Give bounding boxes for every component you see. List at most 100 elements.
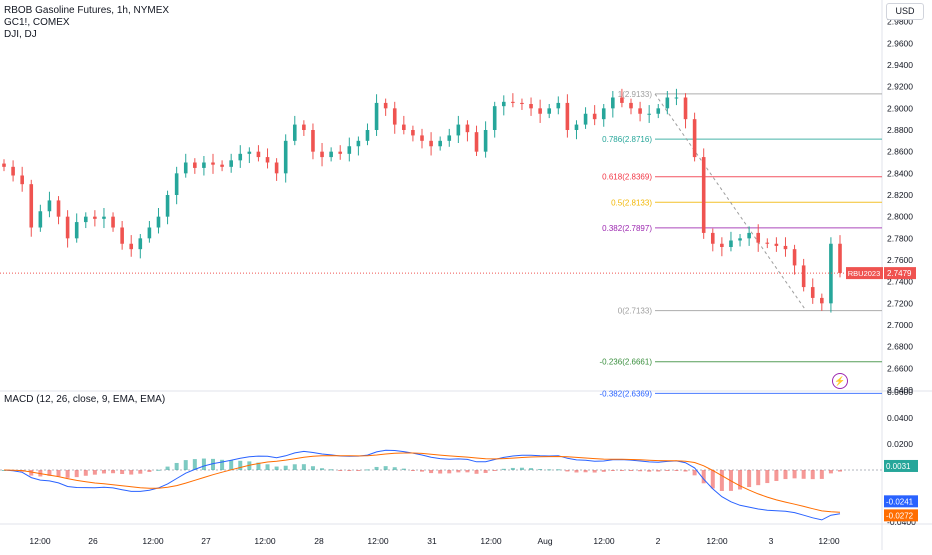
macd-tick-label: 0.0200: [887, 439, 913, 449]
macd-histogram-bar: [174, 462, 179, 470]
macd-histogram-bar: [828, 470, 833, 474]
candle-body: [656, 108, 661, 114]
macd-histogram-bar: [519, 467, 524, 470]
candle-body: [120, 227, 124, 244]
fib-level-label: 0(2.7133): [618, 307, 653, 316]
candle-body: [338, 151, 343, 154]
fib-trend-line: [654, 93, 807, 311]
price-tick-label: 2.9000: [887, 103, 913, 113]
time-tick-label: 2: [656, 536, 661, 546]
macd-histogram-bar: [301, 464, 306, 470]
price-tick-label: 2.7000: [887, 320, 913, 330]
macd-histogram-bar: [347, 470, 352, 471]
macd-histogram-bar: [629, 470, 633, 471]
candle-body: [492, 106, 497, 130]
candle-body: [520, 102, 524, 104]
currency-button[interactable]: USD: [886, 3, 924, 20]
macd-histogram-bar: [356, 470, 361, 471]
candle-body: [638, 108, 642, 114]
macd-histogram-bar: [656, 470, 661, 472]
macd-histogram-bar: [401, 468, 406, 470]
price-tick-label: 2.7400: [887, 277, 913, 287]
candle-body: [647, 113, 651, 115]
candle-body: [174, 173, 179, 195]
macd-histogram-bar: [583, 470, 588, 473]
candle-body: [283, 140, 288, 174]
candle-body: [329, 151, 333, 158]
candle-body: [792, 249, 797, 266]
candle-body: [501, 101, 506, 107]
signal-line: [3, 452, 841, 513]
time-tick-label: 3: [769, 536, 774, 546]
symbol-legend[interactable]: RBOB Gasoline Futures, 1h, NYMEX: [4, 5, 170, 16]
price-tick-label: 2.9400: [887, 60, 913, 70]
macd-histogram-bar: [556, 469, 561, 471]
macd-histogram-bar: [465, 470, 470, 473]
macd-histogram-bar: [819, 470, 824, 479]
candle-body: [810, 287, 815, 298]
time-tick-label: 27: [201, 536, 211, 546]
price-tick-label: 2.8800: [887, 125, 913, 135]
candle-body: [229, 160, 233, 167]
macd-histogram-bar: [601, 470, 606, 472]
macd-tick-label: -0.0400: [887, 517, 916, 527]
compare-legend-gold[interactable]: GC1!, COMEX: [4, 17, 70, 28]
time-tick-label: 12:00: [367, 536, 389, 546]
candle-body: [292, 124, 297, 141]
candle-body: [11, 166, 15, 176]
macd-histogram-bar: [510, 467, 515, 470]
candle-body: [783, 245, 788, 250]
macd-histogram-bar: [665, 470, 670, 471]
macd-histogram-bar: [156, 469, 161, 471]
candle-body: [202, 162, 206, 168]
macd-histogram-bar: [429, 470, 434, 474]
candle-body: [392, 108, 397, 125]
candle-body: [483, 130, 488, 152]
macd-histogram-bar: [256, 462, 261, 470]
time-tick-label: 12:00: [29, 536, 51, 546]
candle-body: [20, 175, 24, 185]
time-tick-label: 12:00: [480, 536, 502, 546]
fib-level-label: -0.382(2.6369): [600, 389, 653, 398]
macd-histogram-bar: [47, 470, 52, 476]
candle-body: [365, 130, 370, 141]
candle-body: [774, 243, 779, 246]
compare-legend-dow[interactable]: DJI, DJ: [4, 29, 37, 40]
candle-body: [747, 232, 751, 239]
candle-body: [238, 153, 243, 161]
candle-body: [211, 162, 215, 165]
candle-body: [801, 265, 806, 288]
candle-body: [611, 97, 615, 109]
macd-histogram-bar: [320, 468, 325, 470]
candle-body: [429, 140, 433, 147]
candle-body: [265, 157, 270, 163]
macd-histogram-bar: [810, 470, 815, 480]
candle-body: [447, 135, 452, 141]
candle-body: [402, 124, 406, 130]
macd-histogram-bar: [229, 460, 234, 470]
time-tick-label: 12:00: [142, 536, 164, 546]
candle-body: [756, 232, 761, 243]
macd-legend[interactable]: MACD (12, 26, close, 9, EMA, EMA): [4, 394, 166, 405]
time-tick-label: Aug: [537, 536, 552, 546]
macd-histogram-bar: [374, 466, 379, 470]
macd-histogram-bar: [410, 470, 415, 471]
candle-body: [710, 232, 715, 244]
lightning-icon[interactable]: ⚡: [832, 373, 848, 389]
price-tick-label: 2.8600: [887, 147, 913, 157]
candle-body: [111, 216, 115, 228]
price-tick-label: 2.9200: [887, 82, 913, 92]
candle-body: [247, 151, 252, 154]
price-tick-label: 2.7200: [887, 298, 913, 308]
price-tick-label: 2.7600: [887, 255, 913, 265]
candle-body: [665, 97, 670, 109]
macd-histogram-bar: [120, 470, 125, 475]
candle-body: [165, 195, 170, 217]
time-tick-label: 12:00: [254, 536, 276, 546]
macd-histogram-bar: [547, 469, 552, 471]
candle-body: [193, 162, 197, 168]
fib-level-label: 0.786(2.8716): [602, 135, 652, 144]
macd-value-tag: [884, 495, 918, 508]
